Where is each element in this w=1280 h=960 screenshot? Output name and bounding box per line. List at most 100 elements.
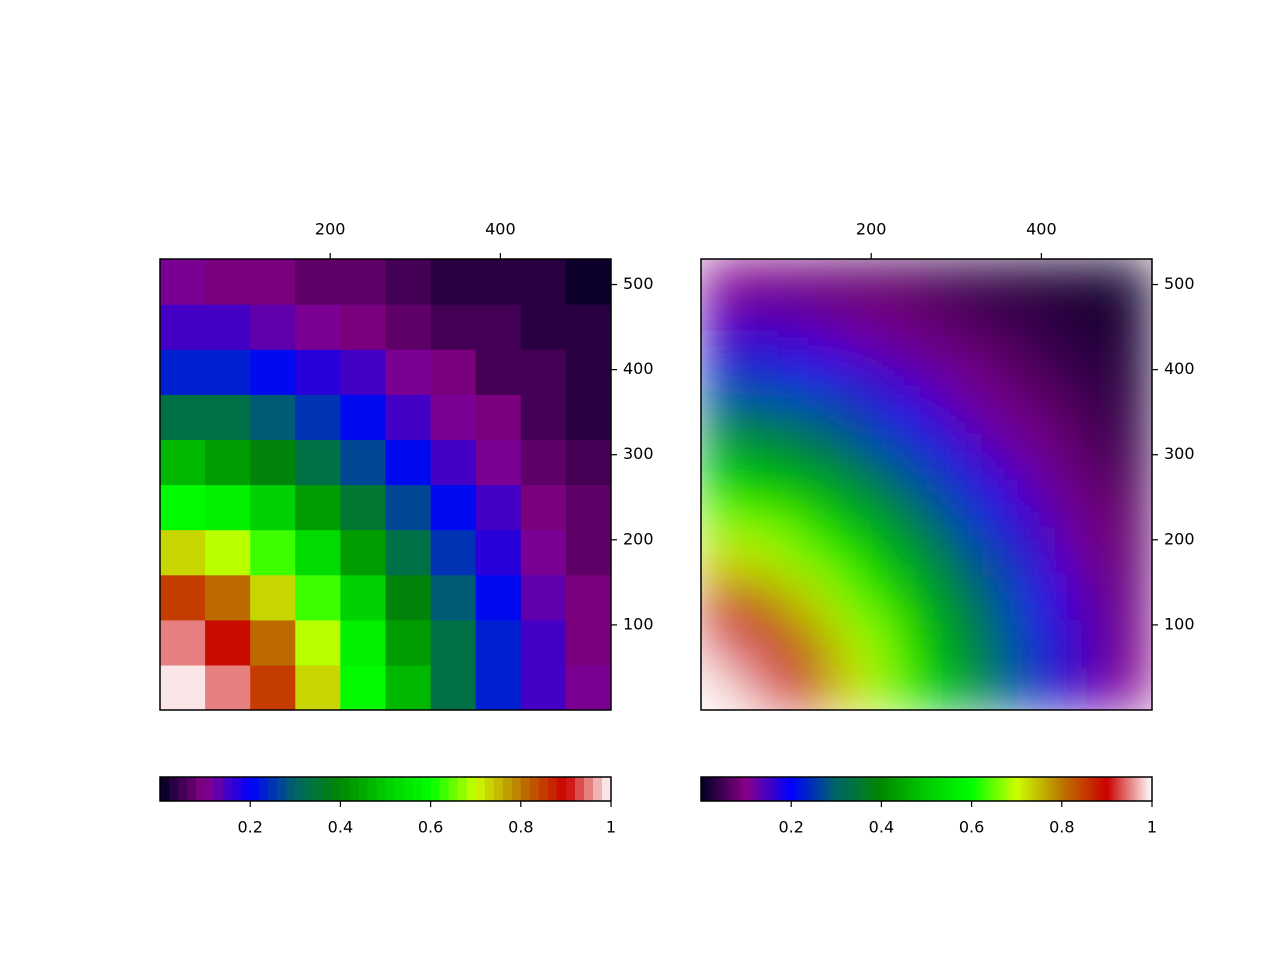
- heatmap-cell: [971, 394, 1018, 440]
- heatmap-cell: [971, 664, 1018, 710]
- heatmap-cell: [160, 619, 206, 666]
- y-tick-label: 400: [1164, 359, 1195, 378]
- heatmap-cell: [295, 619, 341, 666]
- heatmap-cell: [1106, 394, 1152, 440]
- y-tick-label: 100: [623, 614, 654, 633]
- heatmap-cell: [565, 574, 611, 621]
- heatmap-cell: [475, 619, 522, 666]
- heatmap-cell: [881, 349, 928, 395]
- heatmap-cell: [340, 259, 387, 305]
- heatmap-cell: [1016, 664, 1063, 710]
- heatmap-cell: [746, 574, 792, 621]
- heatmap-cell: [1061, 574, 1108, 621]
- heatmap-cell: [520, 439, 567, 486]
- y-tick-label: 300: [1164, 444, 1195, 463]
- heatmap-cell: [475, 664, 522, 710]
- heatmap-cell: [385, 664, 432, 710]
- heatmap-cell: [430, 439, 477, 486]
- heatmap-cell: [205, 349, 251, 395]
- heatmap-cell: [565, 484, 611, 531]
- heatmap-cell: [475, 394, 522, 440]
- heatmap-cell: [836, 304, 882, 350]
- heatmap-cell: [971, 484, 1018, 531]
- heatmap-cell: [205, 484, 251, 531]
- heatmap-cell: [385, 529, 432, 576]
- heatmap-cell: [430, 664, 477, 710]
- colorbar-tick-label: 0.8: [1049, 818, 1074, 837]
- heatmap-cell: [746, 349, 792, 395]
- heatmap-cell: [791, 664, 837, 710]
- colorbar: [160, 777, 612, 801]
- colorbar-tick-label: 0.4: [869, 818, 894, 837]
- heatmap-cell: [701, 484, 747, 531]
- heatmap-cell: [250, 394, 296, 440]
- heatmap-cell: [926, 529, 973, 576]
- heatmap-cell: [701, 439, 747, 486]
- y-tick-label: 100: [1164, 614, 1195, 633]
- heatmap-cell: [1106, 349, 1152, 395]
- heatmap-cell: [701, 304, 747, 350]
- heatmap-cell: [971, 349, 1018, 395]
- heatmap-cell: [746, 394, 792, 440]
- heatmap-cell: [295, 349, 341, 395]
- y-tick-label: 300: [623, 444, 654, 463]
- heatmap-cell: [520, 304, 567, 350]
- heatmap-cell: [430, 574, 477, 621]
- heatmap-cell: [205, 574, 251, 621]
- heatmap-cell: [160, 529, 206, 576]
- heatmap-cell: [160, 349, 206, 395]
- heatmap-cell: [926, 619, 973, 666]
- heatmap-cell: [1016, 529, 1063, 576]
- heatmap-cell: [340, 349, 387, 395]
- heatmap-cell: [295, 529, 341, 576]
- heatmap-cell: [836, 529, 882, 576]
- heatmap-cell: [881, 574, 928, 621]
- heatmap-cell: [1061, 484, 1108, 531]
- heatmap: [160, 259, 611, 710]
- heatmap-cell: [520, 529, 567, 576]
- heatmap-cell: [385, 349, 432, 395]
- heatmap-cell: [971, 304, 1018, 350]
- heatmap-cell: [430, 304, 477, 350]
- heatmap-cell: [250, 664, 296, 710]
- heatmap-cell: [160, 394, 206, 440]
- x-tick-label: 200: [856, 220, 887, 239]
- heatmap-cell: [565, 439, 611, 486]
- heatmap-cell: [385, 574, 432, 621]
- heatmap-cell: [791, 574, 837, 621]
- heatmap-cell: [881, 394, 928, 440]
- heatmap-cell: [791, 529, 837, 576]
- axes-frame: [700, 258, 1153, 711]
- heatmap-cell: [1016, 439, 1063, 486]
- plot-area: [701, 259, 1152, 710]
- y-tick-label: 200: [623, 529, 654, 548]
- heatmap-cell: [520, 349, 567, 395]
- heatmap-cell: [971, 574, 1018, 621]
- heatmap-cell: [205, 439, 251, 486]
- colorbar: [701, 777, 1153, 801]
- heatmap-cell: [791, 304, 837, 350]
- heatmap-cell: [836, 619, 882, 666]
- heatmap-cell: [250, 574, 296, 621]
- heatmap-cell: [475, 439, 522, 486]
- heatmap-cell: [340, 619, 387, 666]
- heatmap-cell: [746, 619, 792, 666]
- heatmap-cell: [385, 304, 432, 350]
- heatmap-cell: [701, 664, 747, 710]
- heatmap-cell: [475, 349, 522, 395]
- heatmap-cell: [926, 304, 973, 350]
- heatmap-cell: [1061, 394, 1108, 440]
- heatmap-cell: [565, 304, 611, 350]
- heatmap-cell: [1106, 439, 1152, 486]
- heatmap-cell: [1016, 619, 1063, 666]
- heatmap-cell: [881, 259, 928, 305]
- heatmap-cell: [926, 574, 973, 621]
- heatmap-cell: [295, 394, 341, 440]
- heatmap-cell: [565, 529, 611, 576]
- heatmap-cell: [701, 394, 747, 440]
- heatmap-cell: [746, 664, 792, 710]
- heatmap-cell: [340, 529, 387, 576]
- y-tick-label: 500: [623, 274, 654, 293]
- heatmap-cell: [160, 664, 206, 710]
- colorbar-tick-label: 0.8: [508, 818, 533, 837]
